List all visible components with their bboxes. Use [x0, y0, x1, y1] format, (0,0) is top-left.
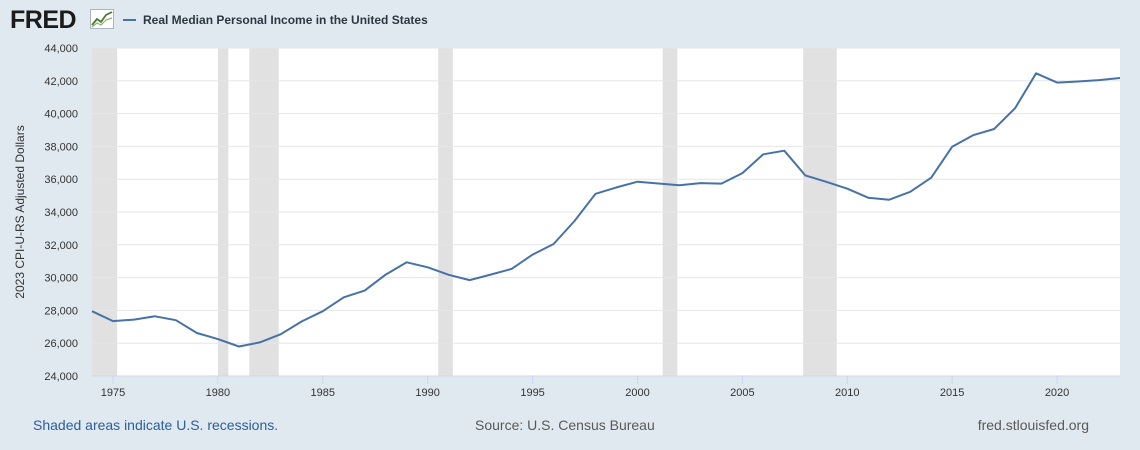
y-tick-label: 28,000 — [44, 305, 78, 317]
series-layer — [91, 72, 1121, 348]
x-tick-label: 1980 — [206, 387, 230, 399]
x-tick-label: 2005 — [730, 387, 754, 399]
y-axis: 24,000 26,000 28,000 30,000 32,000 34,000 36,0… — [44, 43, 78, 383]
y-tick-label: 42,000 — [44, 76, 78, 88]
x-tick-label: 2000 — [625, 387, 649, 399]
y-tick-label: 36,000 — [44, 174, 78, 186]
x-tick-label: 1990 — [415, 387, 439, 399]
y-tick-label: 32,000 — [44, 240, 78, 252]
y-tick-label: 34,000 — [44, 207, 78, 219]
chart-header: FRED Real Median Personal Income in the … — [0, 0, 1140, 40]
y-tick-label: 30,000 — [44, 273, 78, 285]
x-tick-label: 1975 — [101, 387, 125, 399]
y-tick-label: 40,000 — [44, 109, 78, 121]
y-tick-label: 24,000 — [44, 371, 78, 383]
line-chart-icon — [90, 9, 114, 29]
gridlines — [92, 47, 1120, 344]
site-url: fred.stlouisfed.org — [977, 417, 1089, 433]
source-text: Source: U.S. Census Bureau — [475, 417, 655, 433]
x-tick-label: 2010 — [835, 387, 859, 399]
y-tick-label: 38,000 — [44, 141, 78, 153]
x-axis: 1975 1980 1985 1990 1995 2000 2005 2010 2015 2020 — [92, 375, 1120, 399]
series-line[interactable] — [91, 72, 1121, 348]
x-tick-label: 1985 — [311, 387, 335, 399]
recession-note-link[interactable]: Shaded areas indicate U.S. recessions. — [33, 417, 279, 433]
fred-logo[interactable]: FRED — [10, 6, 77, 34]
y-tick-label: 26,000 — [44, 338, 78, 350]
legend-series-label[interactable]: Real Median Personal Income in the Unite… — [143, 13, 428, 27]
x-tick-label: 2020 — [1045, 387, 1069, 399]
legend-swatch — [123, 19, 136, 21]
y-tick-label: 44,000 — [44, 43, 78, 55]
y-axis-title: 2023 CPI-U-RS Adjusted Dollars — [13, 125, 27, 298]
x-tick-label: 2015 — [940, 387, 964, 399]
x-tick-label: 1995 — [520, 387, 544, 399]
